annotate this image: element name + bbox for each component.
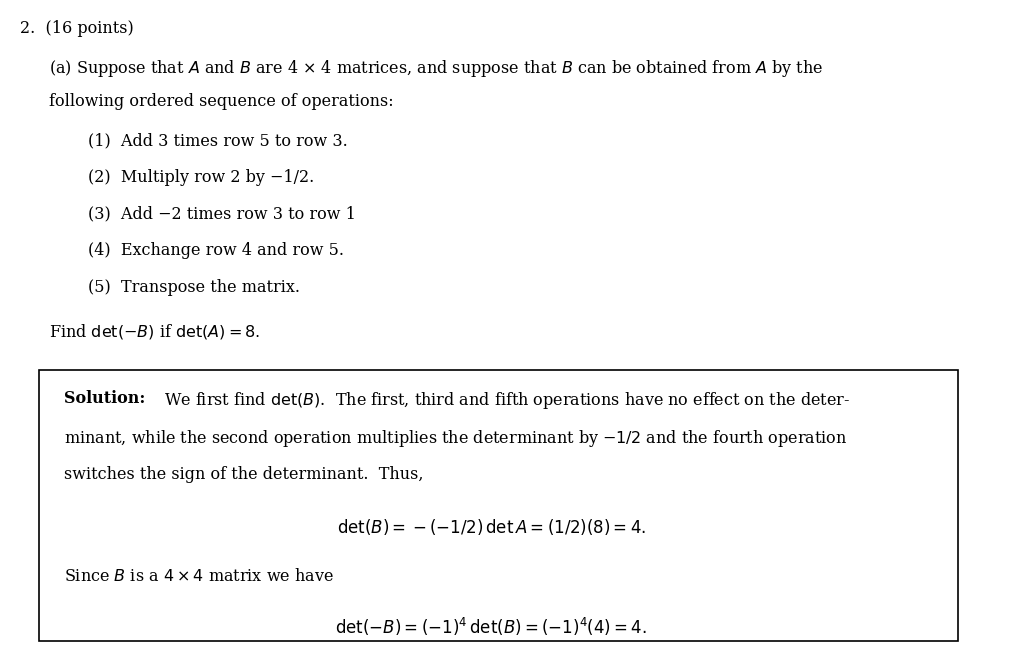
Text: $\det(B) = -(-1/2)\,\det A = (1/2)(8) = 4.$: $\det(B) = -(-1/2)\,\det A = (1/2)(8) = …	[337, 517, 646, 538]
Text: $\det(-B) = (-1)^4\,\det(B) = (-1)^4(4) = 4.$: $\det(-B) = (-1)^4\,\det(B) = (-1)^4(4) …	[335, 615, 647, 638]
Text: Since $B$ is a $4 \times 4$ matrix we have: Since $B$ is a $4 \times 4$ matrix we ha…	[63, 568, 334, 585]
Text: minant, while the second operation multiplies the determinant by $-1/2$ and the : minant, while the second operation multi…	[63, 428, 847, 449]
Text: (a) Suppose that $A$ and $B$ are 4 $\times$ 4 matrices, and suppose that $B$ can: (a) Suppose that $A$ and $B$ are 4 $\tim…	[49, 58, 823, 78]
FancyBboxPatch shape	[39, 370, 958, 641]
Text: (4)  Exchange row 4 and row 5.: (4) Exchange row 4 and row 5.	[88, 242, 344, 259]
Text: (1)  Add 3 times row 5 to row 3.: (1) Add 3 times row 5 to row 3.	[88, 132, 348, 149]
Text: (2)  Multiply row 2 by −1/2.: (2) Multiply row 2 by −1/2.	[88, 169, 314, 186]
Text: (3)  Add −2 times row 3 to row 1: (3) Add −2 times row 3 to row 1	[88, 205, 356, 222]
Text: We first find $\det(B)$.  The first, third and fifth operations have no effect o: We first find $\det(B)$. The first, thir…	[164, 390, 850, 411]
Text: Solution:: Solution:	[63, 390, 145, 407]
Text: 2.  (16 points): 2. (16 points)	[19, 20, 133, 37]
Text: Find $\det(-B)$ if $\det(A) = 8.$: Find $\det(-B)$ if $\det(A) = 8.$	[49, 322, 260, 341]
Text: switches the sign of the determinant.  Thus,: switches the sign of the determinant. Th…	[63, 466, 423, 483]
Text: (5)  Transpose the matrix.: (5) Transpose the matrix.	[88, 279, 300, 296]
Text: following ordered sequence of operations:: following ordered sequence of operations…	[49, 93, 394, 110]
